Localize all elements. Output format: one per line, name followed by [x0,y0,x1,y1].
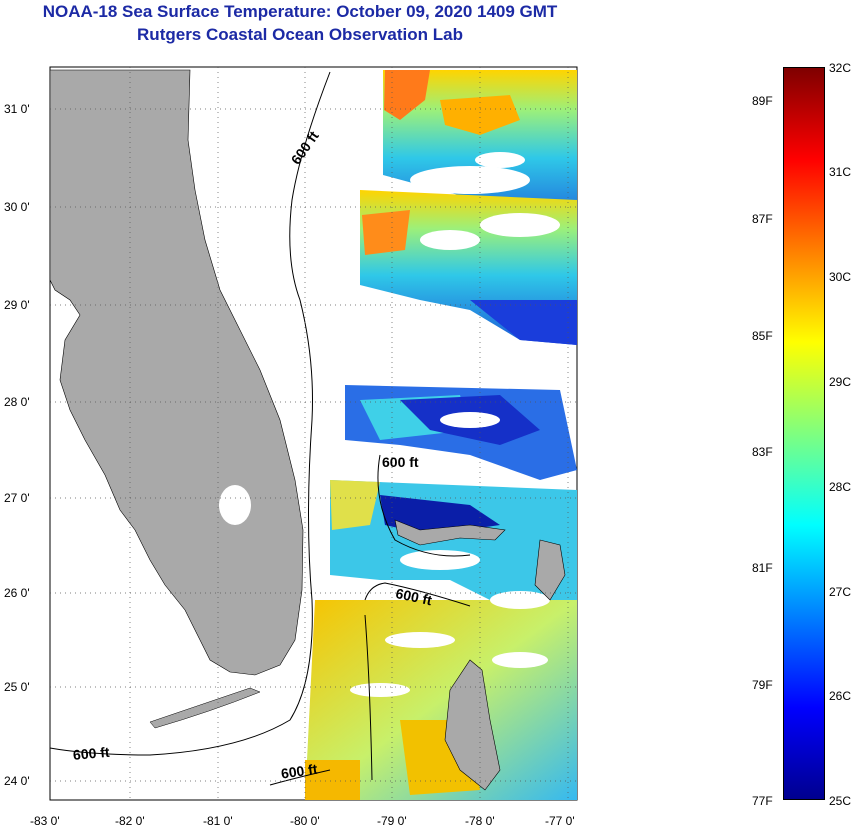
lat-label: 30 0' [4,200,30,214]
colorbar-f-label: 77F [752,794,773,808]
colorbar-f-label: 87F [752,212,773,226]
lon-label: -78 0' [465,814,495,828]
colorbar-c-label: 26C [829,689,852,703]
colorbar-c-label: 30C [829,270,852,284]
lon-label: -77 0' [545,814,575,828]
colorbar-c-label: 31C [829,165,852,179]
bahamas-land [394,519,566,791]
contour-label: 600 ft [382,454,419,470]
cloud-mask [350,152,560,697]
lat-lon-grid [50,67,577,800]
lon-label: -80 0' [290,814,320,828]
longitude-labels: -83 0' -82 0' -81 0' -80 0' -79 0' -78 0… [30,814,575,828]
colorbar-f-label: 85F [752,329,773,343]
contour-label: 600 ft [280,761,319,782]
lon-label: -83 0' [30,814,60,828]
lon-label: -81 0' [203,814,233,828]
colorbar-f-label: 81F [752,561,773,575]
contour-label: 600 ft [394,585,433,608]
lat-label: 28 0' [4,395,30,409]
lat-label: 27 0' [4,491,30,505]
lat-label: 31 0' [4,102,30,116]
lon-label: -82 0' [115,814,145,828]
colorbar-f-label: 83F [752,445,773,459]
colorbar-c-label: 32C [829,61,852,75]
florida-keys [149,687,261,729]
lake-okeechobee [219,485,251,525]
colorbar-f-label: 79F [752,678,773,692]
temperature-colorbar [783,67,825,800]
lat-label: 29 0' [4,298,30,312]
colorbar-c-label: 29C [829,375,852,389]
colorbar-f-label: 89F [752,94,773,108]
colorbar-c-label: 27C [829,585,852,599]
lon-label: -79 0' [377,814,407,828]
lat-label: 26 0' [4,586,30,600]
map-title: NOAA-18 Sea Surface Temperature: October… [42,2,558,21]
colorbar-c-label: 25C [829,794,852,808]
contour-label: 600 ft [72,744,110,763]
lat-label: 24 0' [4,774,30,788]
lat-label: 25 0' [4,680,30,694]
map-subtitle: Rutgers Coastal Ocean Observation Lab [137,25,463,44]
colorbar-c-label: 28C [829,480,852,494]
bathymetry-contours [49,71,471,786]
latitude-labels: 31 0' 30 0' 29 0' 28 0' 27 0' 26 0' 25 0… [4,102,30,788]
